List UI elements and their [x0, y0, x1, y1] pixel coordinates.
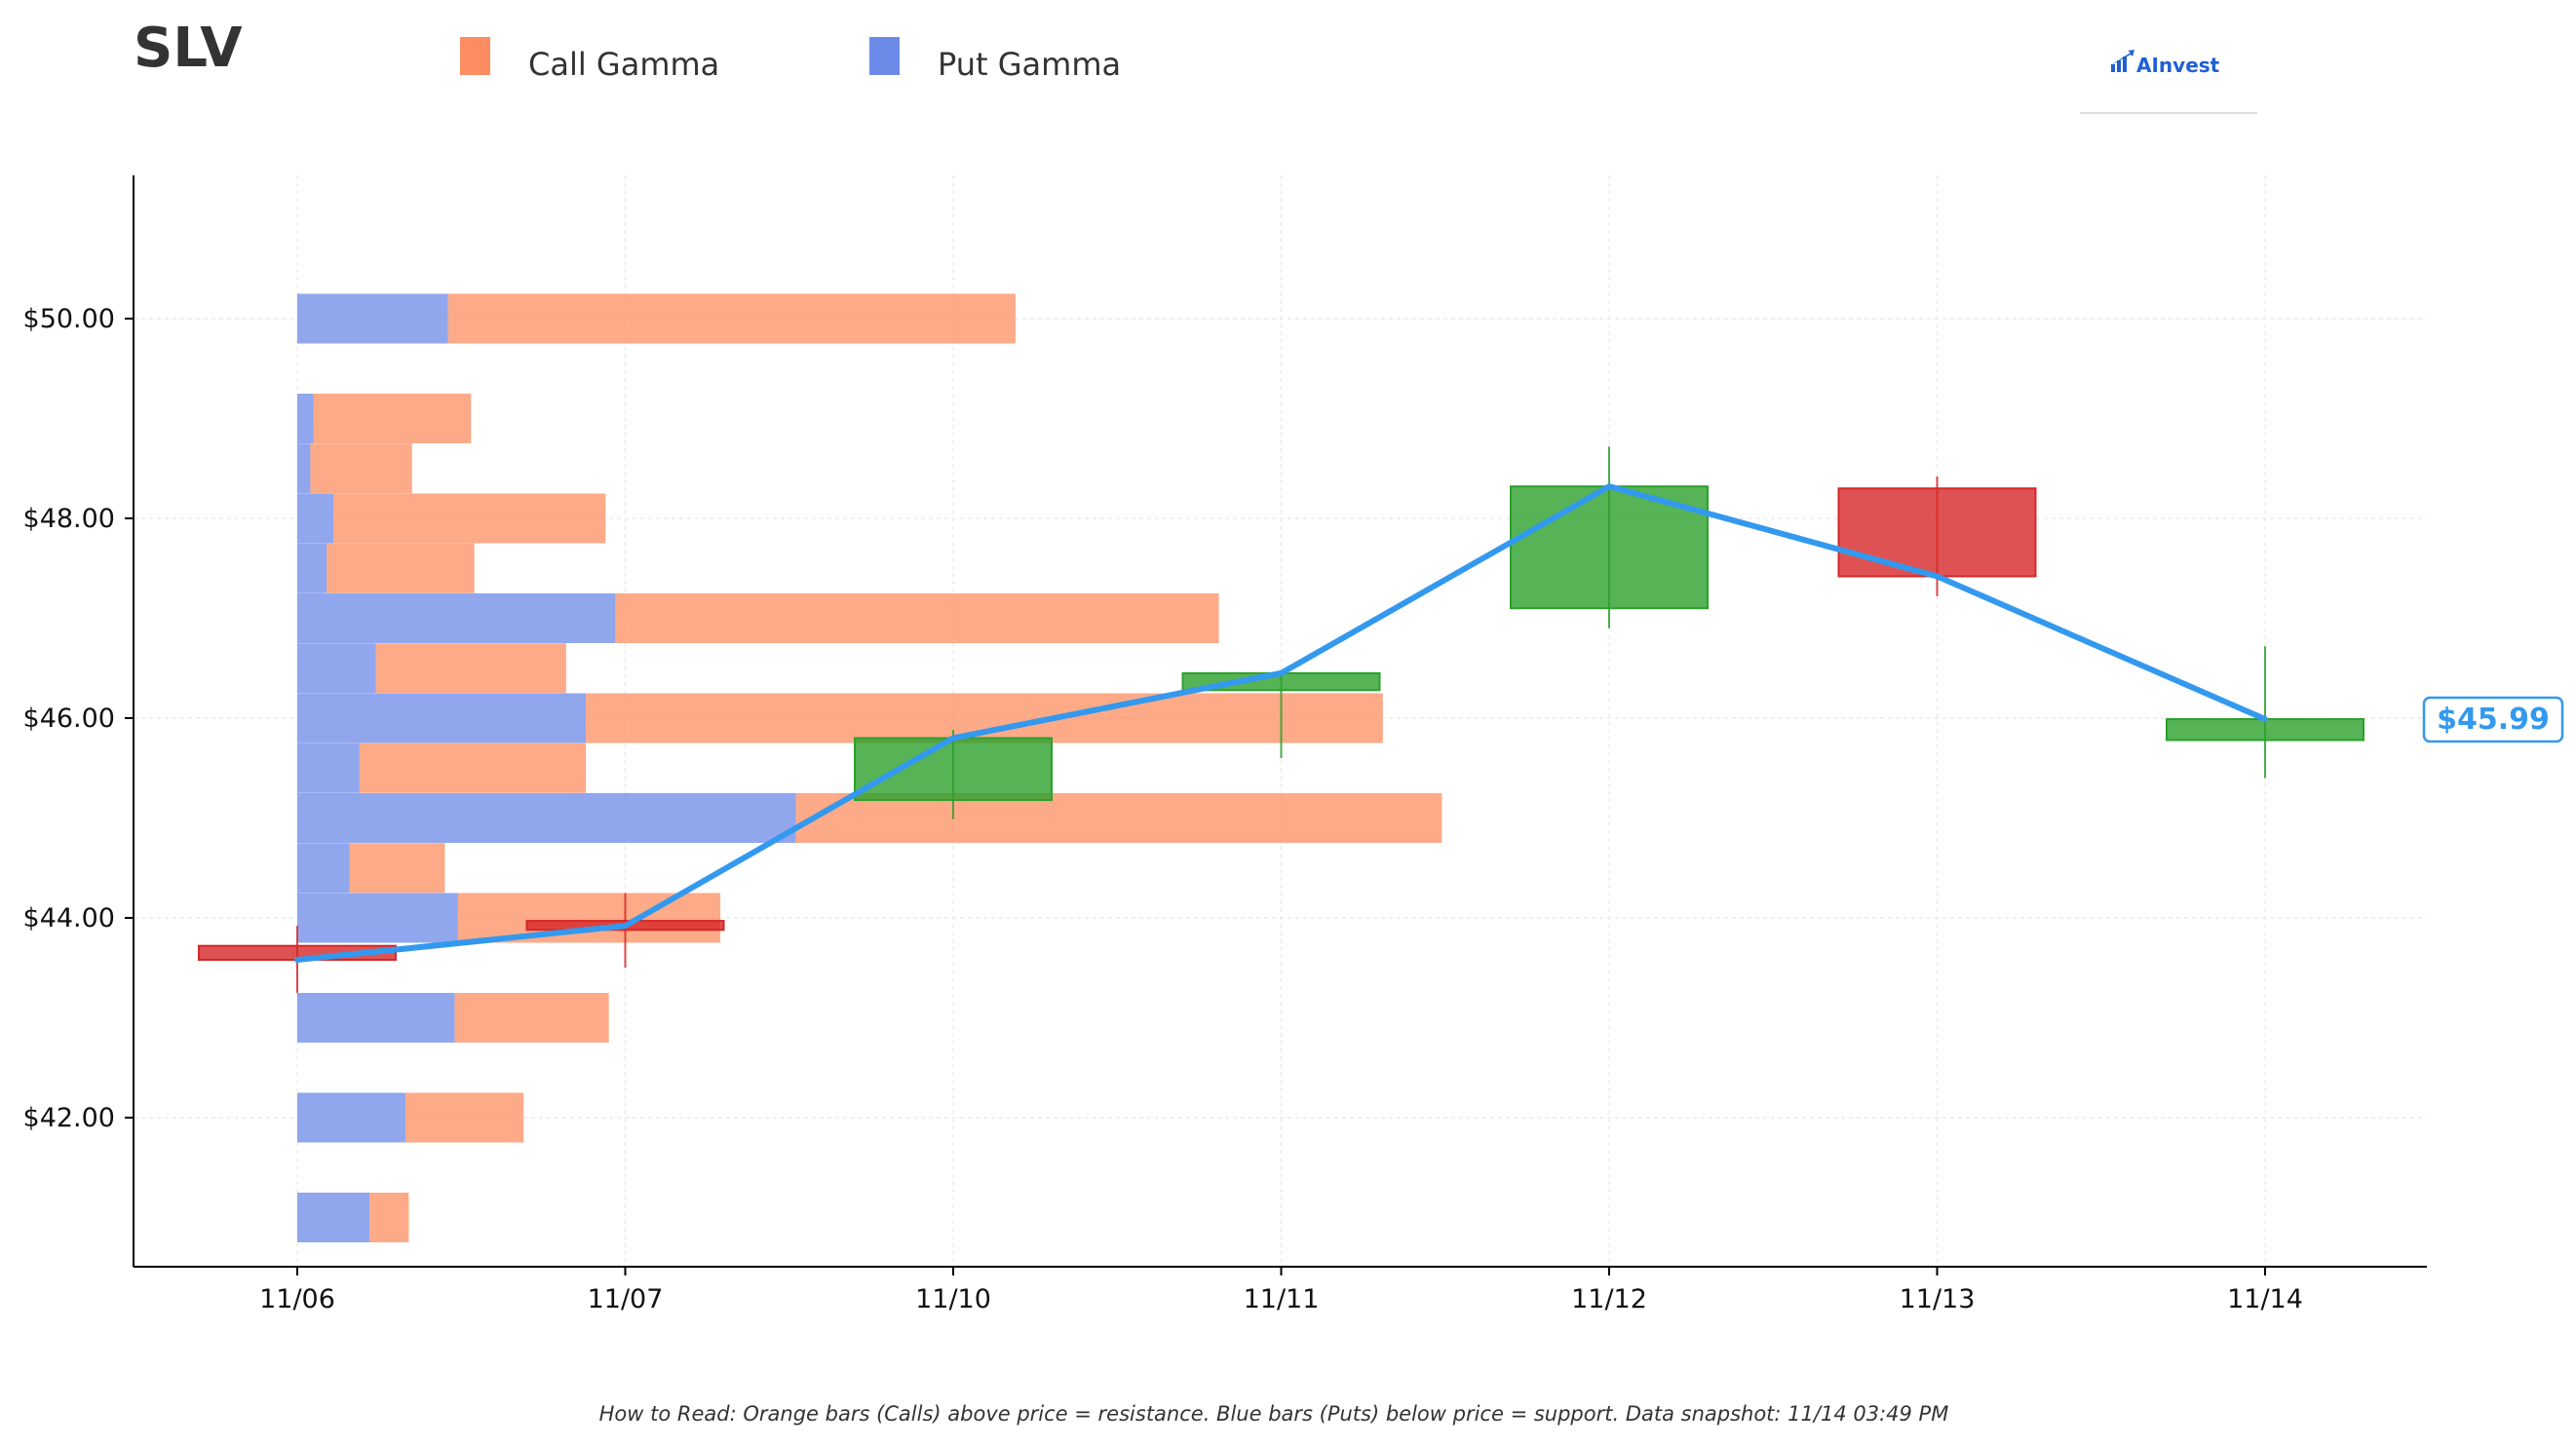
candle-body	[1837, 487, 2037, 578]
put-gamma-bar	[297, 394, 314, 443]
call-gamma-bar	[375, 643, 566, 694]
put-gamma-bar	[297, 843, 350, 894]
put-gamma-bar	[297, 643, 376, 694]
brand-logo: AInvest	[2080, 50, 2257, 114]
call-gamma-bar	[349, 843, 445, 894]
put-gamma-bar	[297, 1193, 370, 1242]
call-gamma-bar	[313, 394, 472, 443]
put-gamma-bar	[297, 293, 448, 344]
call-gamma-bar	[615, 593, 1219, 643]
price-line-layer	[294, 483, 2268, 964]
current-price-box	[2422, 696, 2564, 743]
x-tick-label: 11/10	[915, 1284, 991, 1314]
put-gamma-bar	[297, 993, 455, 1043]
call-gamma-bar	[447, 293, 1016, 344]
put-gamma-bar	[297, 593, 616, 643]
call-gamma-bar	[369, 1193, 409, 1242]
gamma-bars	[297, 293, 1442, 1242]
put-gamma-bar	[297, 893, 458, 943]
call-gamma-bar	[333, 493, 606, 544]
put-gamma-bar	[297, 543, 327, 593]
y-tick-label: $46.00	[23, 704, 115, 734]
put-gamma-bar	[297, 493, 334, 544]
legend: Call Gamma Put Gamma	[460, 37, 1121, 83]
candle-body	[854, 737, 1053, 802]
call-gamma-bar	[359, 742, 587, 793]
put-gamma-bar	[297, 742, 360, 793]
y-ticks: $42.00 $44.00 $46.00 $48.00 $50.00	[23, 304, 134, 1133]
call-gamma-bar	[454, 993, 609, 1043]
call-gamma-bar	[795, 793, 1442, 843]
put-gamma-bar	[297, 693, 587, 743]
x-tick-label: 11/14	[2227, 1284, 2303, 1314]
ticker-title: SLV	[134, 17, 243, 80]
call-gamma-bar	[310, 443, 412, 494]
y-tick-label: $42.00	[23, 1103, 115, 1133]
call-gamma-bar	[586, 693, 1383, 743]
call-gamma-bar	[327, 543, 475, 593]
price-line	[294, 483, 2268, 964]
call-gamma-bar	[457, 893, 721, 943]
call-gamma-bar	[405, 1092, 524, 1143]
y-tick-label: $44.00	[23, 903, 115, 933]
legend-call-swatch	[460, 37, 490, 75]
x-ticks: 11/06 11/07 11/10 11/11 11/12 11/13 11/14	[259, 1267, 2303, 1314]
current-price-tag: $45.99	[2422, 696, 2564, 743]
candle-body	[2166, 718, 2365, 742]
put-gamma-bar	[297, 793, 796, 843]
how-to-read-note: How to Read: Orange bars (Calls) above p…	[599, 1402, 1949, 1426]
current-price-label: $45.99	[2437, 703, 2550, 737]
x-tick-label: 11/12	[1571, 1284, 1647, 1314]
legend-put-label: Put Gamma	[938, 46, 1121, 83]
legend-call-label: Call Gamma	[528, 46, 719, 83]
put-gamma-bar	[297, 1092, 406, 1143]
brand-name: AInvest	[2136, 54, 2220, 77]
x-tick-label: 11/11	[1244, 1284, 1320, 1314]
x-tick-label: 11/13	[1900, 1284, 1976, 1314]
legend-put-swatch	[869, 37, 900, 75]
put-gamma-bar	[297, 443, 311, 494]
x-tick-label: 11/06	[259, 1284, 335, 1314]
y-tick-label: $50.00	[23, 304, 115, 334]
y-tick-label: $48.00	[23, 504, 115, 534]
chart-up-icon	[2109, 50, 2134, 72]
x-tick-label: 11/07	[588, 1284, 664, 1314]
